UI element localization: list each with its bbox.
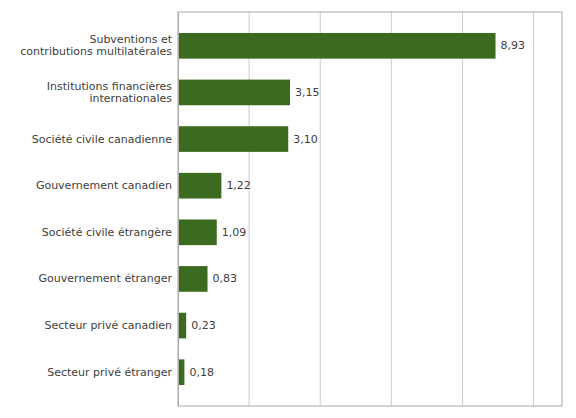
tick-label: Secteur privé étranger <box>47 366 172 379</box>
data-label: 0,23 <box>191 319 216 332</box>
data-label: 3,15 <box>295 86 320 99</box>
data-label: 1,09 <box>222 226 247 239</box>
grid-line <box>178 12 179 406</box>
tick: Institutions financièresinternationales <box>47 80 172 105</box>
tick: Société civile canadienne <box>32 133 172 146</box>
tick-label: Gouvernement canadien <box>36 179 172 192</box>
tick-label: Société civile étrangère <box>42 226 172 239</box>
tick: Secteur privé étranger <box>47 366 172 379</box>
bar <box>178 266 208 292</box>
y-axis: Secteur privé étranger Secteur privé cana… <box>20 13 178 407</box>
tick: Subventions etcontributions multilatéral… <box>20 33 172 58</box>
plot: Secteur privé étranger Secteur privé cana… <box>20 12 562 407</box>
data-label: 1,22 <box>226 179 251 192</box>
tick: Gouvernement étranger <box>39 272 173 285</box>
bar <box>178 126 288 152</box>
grid-line <box>391 12 392 406</box>
tick-label: Gouvernement étranger <box>39 272 173 285</box>
bar <box>178 313 186 339</box>
bar <box>178 80 290 106</box>
frame <box>178 12 562 406</box>
grid-line <box>533 12 534 406</box>
tick: Gouvernement canadien <box>36 179 172 192</box>
tick: Société civile étrangère <box>42 226 172 239</box>
bar <box>178 219 217 245</box>
tick: Secteur privé canadien <box>45 319 173 332</box>
grid-line <box>320 12 321 406</box>
bar <box>178 173 221 199</box>
data-label: 0,83 <box>213 272 238 285</box>
chart: Secteur privé étranger Secteur privé cana… <box>0 0 576 418</box>
data-label: 8,93 <box>501 39 526 52</box>
data-label: 3,10 <box>293 133 318 146</box>
data-labels: 0,18 0,23 0,83 1,09 1,22 3,10 3,15 8,93 <box>189 39 525 378</box>
grid-line <box>462 12 463 406</box>
axis-line <box>178 13 179 407</box>
grid-line <box>249 12 250 406</box>
bars <box>178 33 496 385</box>
grid <box>178 12 534 406</box>
tick-label: Subventions etcontributions multilatéral… <box>20 33 172 58</box>
tick-label: Secteur privé canadien <box>45 319 173 332</box>
data-label: 0,18 <box>189 366 214 379</box>
tick-label: Institutions financièresinternationales <box>47 80 172 105</box>
tick-label: Société civile canadienne <box>32 133 172 146</box>
bar <box>178 33 496 59</box>
